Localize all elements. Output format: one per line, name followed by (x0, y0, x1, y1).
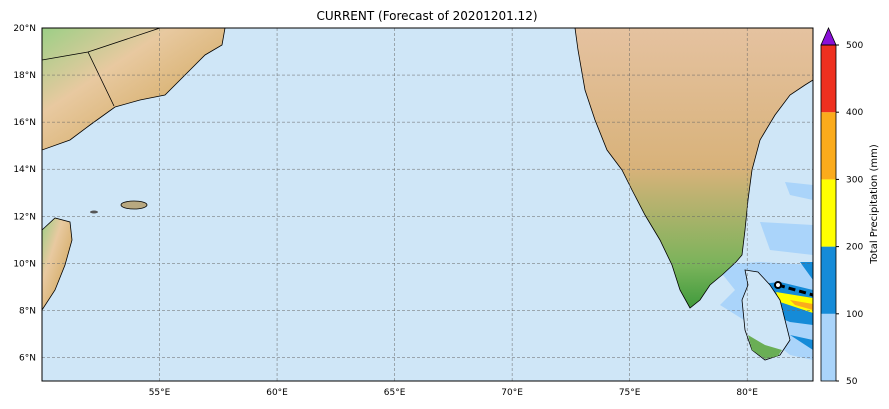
colorbar-tick-label: 100 (846, 310, 863, 320)
island-socotra (120, 200, 148, 210)
lat-tick-label: 18°N (13, 71, 36, 81)
land-arabia (42, 28, 226, 151)
lon-tick-label: 80°E (736, 388, 758, 398)
land-india (574, 28, 813, 309)
border-line (42, 28, 161, 107)
lat-tick-label: 20°N (13, 24, 36, 34)
colorbar-segment (821, 45, 836, 113)
lon-tick-label: 70°E (501, 388, 523, 398)
lat-tick-label: 14°N (13, 165, 36, 175)
storm-position-marker (774, 281, 782, 289)
map-area (42, 28, 813, 381)
colorbar-segment (821, 313, 836, 381)
lon-tick-label: 55°E (149, 388, 171, 398)
colorbar-extend-arrow (820, 27, 837, 46)
lat-tick-label: 6°N (19, 353, 36, 363)
lon-tick-label: 60°E (266, 388, 288, 398)
colorbar: 50 100 200 300 400 500 (820, 27, 863, 387)
colorbar-segment (821, 112, 836, 180)
storm-track (777, 283, 813, 297)
lat-tick-label: 10°N (13, 259, 36, 269)
colorbar-tick-label: 50 (846, 377, 858, 387)
lon-tick-label: 65°E (384, 388, 406, 398)
lon-tick-label: 75°E (619, 388, 641, 398)
lat-tick-label: 12°N (13, 212, 36, 222)
island-small (90, 210, 98, 214)
colorbar-frame (820, 44, 837, 382)
colorbar-segment (821, 246, 836, 314)
colorbar-segment (821, 179, 836, 247)
lat-tick-label: 16°N (13, 118, 36, 128)
land-somalia (42, 217, 73, 311)
land-sri-lanka-south (748, 335, 782, 359)
gridlines (42, 28, 813, 381)
colorbar-tick-label: 400 (846, 108, 863, 118)
colorbar-label: Total Precipitation (mm) (869, 144, 880, 265)
colorbar-tick-label: 200 (846, 243, 863, 253)
map-frame (41, 27, 814, 382)
colorbar-tick-label: 300 (846, 175, 863, 185)
lat-tick-label: 8°N (19, 306, 36, 316)
precip-300-400 (790, 300, 813, 310)
map-title: CURRENT (Forecast of 20201201.12) (316, 9, 537, 23)
colorbar-tick-label: 500 (846, 41, 863, 51)
axis-ticks: 55°E 60°E 65°E 70°E 75°E 80°E 6°N 8°N 10°N 12°N 14… (13, 24, 758, 398)
land-sri-lanka (741, 269, 791, 361)
